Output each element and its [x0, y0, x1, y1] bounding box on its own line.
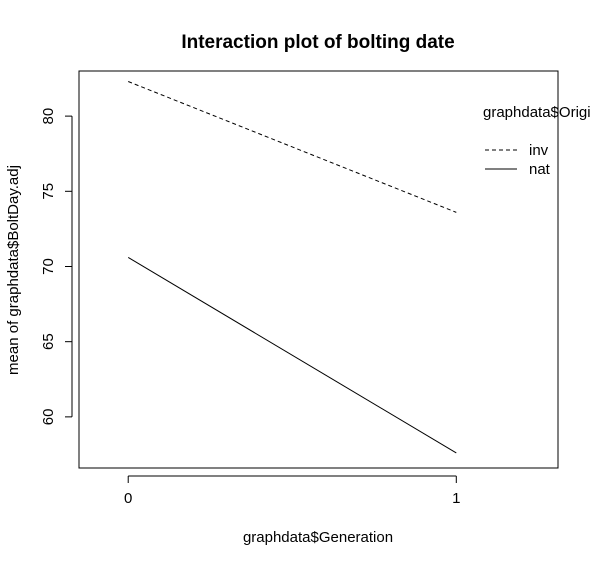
y-tick-label: 75: [40, 183, 57, 200]
y-tick-label: 65: [40, 333, 57, 350]
y-tick-label: 80: [40, 108, 57, 125]
series-lines: [127, 81, 457, 454]
y-tick-label: 60: [40, 409, 57, 426]
x-tick-label: 1: [452, 490, 460, 507]
x-tick-label: 0: [124, 490, 132, 507]
y-axis-label: mean of graphdata$BoltDay.adj: [5, 165, 22, 375]
chart-title: Interaction plot of bolting date: [181, 32, 454, 53]
series-line-nat: [127, 257, 457, 454]
y-tick-label: 70: [40, 258, 57, 275]
legend-label-inv: inv: [529, 142, 549, 159]
plot-area-frame: [78, 70, 559, 469]
x-axis-label: graphdata$Generation: [243, 529, 393, 546]
legend: graphdata$Origi inv nat: [483, 104, 591, 178]
legend-title: graphdata$Origi: [483, 104, 591, 121]
legend-label-nat: nat: [529, 161, 551, 178]
y-axis: 60 65 70 75 80: [40, 108, 73, 426]
series-line-inv: [128, 81, 457, 213]
